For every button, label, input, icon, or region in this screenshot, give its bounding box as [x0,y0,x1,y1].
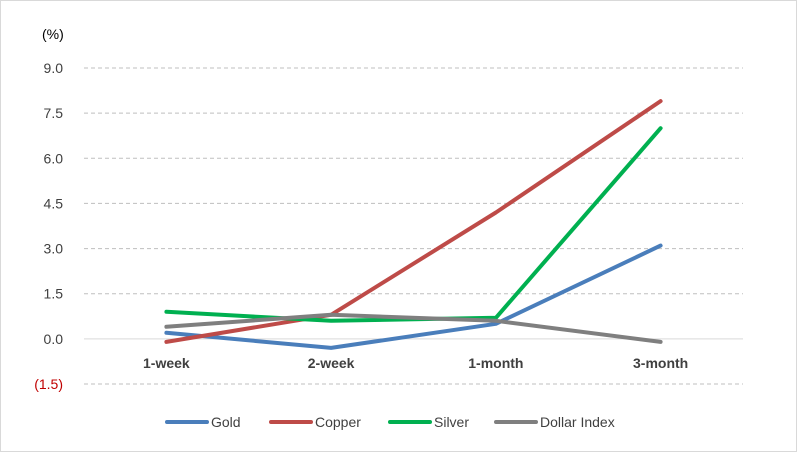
x-tick-label: 1-week [143,355,190,371]
series-line-gold [164,243,663,350]
x-tick-label: 1-month [468,355,523,371]
legend-label: Gold [211,414,241,430]
series-layer [164,99,663,350]
series-line-copper [164,99,663,344]
y-tick-label: 1.5 [44,286,64,302]
unit-label: (%) [42,26,64,42]
series-line-dollar-index [164,312,663,344]
legend-label: Copper [315,414,361,430]
legend-label: Dollar Index [540,414,615,430]
x-tick-label: 3-month [633,355,688,371]
series-line-silver [164,126,663,323]
y-tick-label: (1.5) [34,376,63,392]
y-tick-label: 0.0 [44,331,64,347]
legend-label: Silver [434,414,469,430]
y-tick-label: 3.0 [44,241,64,257]
y-tick-label: 9.0 [44,60,64,76]
y-axis-ticks: (1.5) 0.0 1.5 3.0 4.5 6.0 7.5 9.0 [34,60,63,392]
x-tick-label: 2-week [308,355,355,371]
y-tick-label: 4.5 [44,195,64,211]
x-axis-ticks: 1-week 2-week 1-month 3-month [143,355,688,371]
legend: Gold Copper Silver Dollar Index [165,414,615,430]
y-tick-label: 6.0 [44,150,64,166]
y-tick-label: 7.5 [44,105,64,121]
